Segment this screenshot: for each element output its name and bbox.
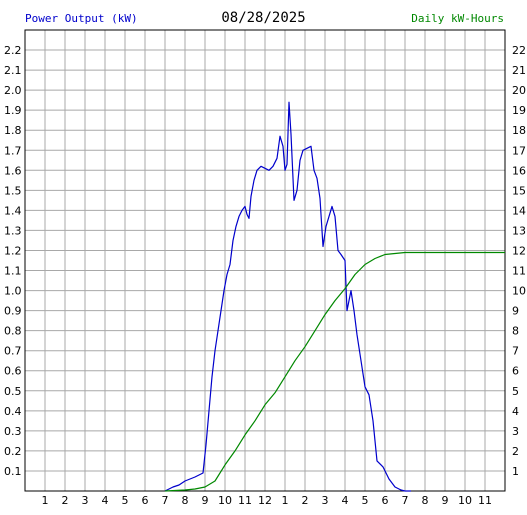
right-tick-label: 7 [512,345,519,358]
x-tick-label: 1 [282,494,289,507]
right-tick-label: 15 [512,184,526,197]
right-tick-label: 5 [512,385,519,398]
left-tick-label: 1.0 [4,285,22,298]
left-tick-label: 1.8 [4,124,22,137]
x-tick-label: 11 [478,494,492,507]
left-tick-label: 1.6 [4,164,22,177]
left-tick-label: 0.7 [4,345,22,358]
x-tick-label: 5 [122,494,129,507]
left-axis-ticks: 0.1 0.2 0.3 0.4 0.5 0.6 0.7 0.8 0.9 1.0 1.1 1.2 1.3 1… [4,44,22,478]
left-tick-label: 1.2 [4,244,22,257]
right-tick-label: 20 [512,84,526,97]
x-tick-label: 6 [142,494,149,507]
right-tick-label: 13 [512,224,526,237]
right-axis-title: Daily kW-Hours [411,12,504,25]
x-tick-label: 3 [322,494,329,507]
x-tick-label: 6 [382,494,389,507]
left-tick-label: 2.2 [4,44,22,57]
x-tick-label: 11 [238,494,252,507]
x-tick-label: 9 [442,494,449,507]
series-lines [164,101,505,492]
right-tick-label: 16 [512,164,526,177]
chart-date-title: 08/28/2025 [221,10,306,26]
left-tick-label: 1.9 [4,104,22,117]
right-tick-label: 4 [512,405,519,418]
right-tick-label: 18 [512,124,526,137]
grid-lines [25,30,505,491]
plot-border [24,29,506,492]
right-tick-label: 22 [512,44,526,57]
right-tick-label: 9 [512,305,519,318]
right-tick-label: 6 [512,365,519,378]
left-tick-label: 1.3 [4,224,22,237]
right-tick-label: 21 [512,64,526,77]
x-tick-label: 5 [362,494,369,507]
power-output-line [164,101,411,492]
left-tick-label: 1.1 [4,265,22,278]
left-tick-label: 0.3 [4,425,22,438]
left-tick-label: 0.4 [4,405,22,418]
right-tick-label: 3 [512,425,519,438]
left-tick-label: 1.4 [4,204,22,217]
left-tick-label: 2.1 [4,64,22,77]
plot-frame [24,29,506,492]
left-tick-label: 0.2 [4,445,22,458]
right-tick-label: 17 [512,144,526,157]
left-tick-label: 0.1 [4,465,22,478]
right-tick-label: 12 [512,244,526,257]
right-tick-label: 8 [512,325,519,338]
x-tick-label: 10 [218,494,232,507]
left-tick-label: 1.7 [4,144,22,157]
x-tick-label: 1 [42,494,49,507]
right-tick-label: 2 [512,445,519,458]
x-axis-ticks: 1 2 3 4 5 6 7 8 9 10 11 12 1 2 3 4 5 6 7 8 9 10 11 [42,494,493,507]
x-tick-label: 7 [162,494,169,507]
left-tick-label: 0.9 [4,305,22,318]
x-tick-label: 12 [258,494,272,507]
x-tick-label: 2 [302,494,309,507]
x-tick-label: 7 [402,494,409,507]
left-tick-label: 0.5 [4,385,22,398]
x-tick-label: 4 [342,494,349,507]
left-axis-title: Power Output (kW) [25,12,138,25]
right-tick-label: 19 [512,104,526,117]
x-tick-label: 8 [182,494,189,507]
x-tick-label: 2 [62,494,69,507]
daily-kwh-line [164,251,505,492]
left-tick-label: 2.0 [4,84,22,97]
x-tick-label: 4 [102,494,109,507]
right-tick-label: 10 [512,285,526,298]
left-tick-label: 0.6 [4,365,22,378]
x-tick-label: 3 [82,494,89,507]
left-tick-label: 0.8 [4,325,22,338]
x-tick-label: 9 [202,494,209,507]
right-tick-label: 11 [512,265,526,278]
x-tick-label: 10 [458,494,472,507]
x-tick-label: 8 [422,494,429,507]
right-tick-label: 1 [512,465,519,478]
left-tick-label: 1.5 [4,184,22,197]
right-tick-label: 14 [512,204,526,217]
